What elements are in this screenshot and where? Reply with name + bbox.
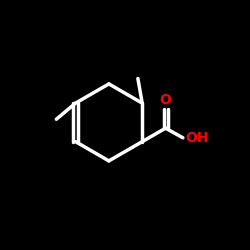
Text: OH: OH [185,131,208,145]
Text: O: O [160,93,172,107]
